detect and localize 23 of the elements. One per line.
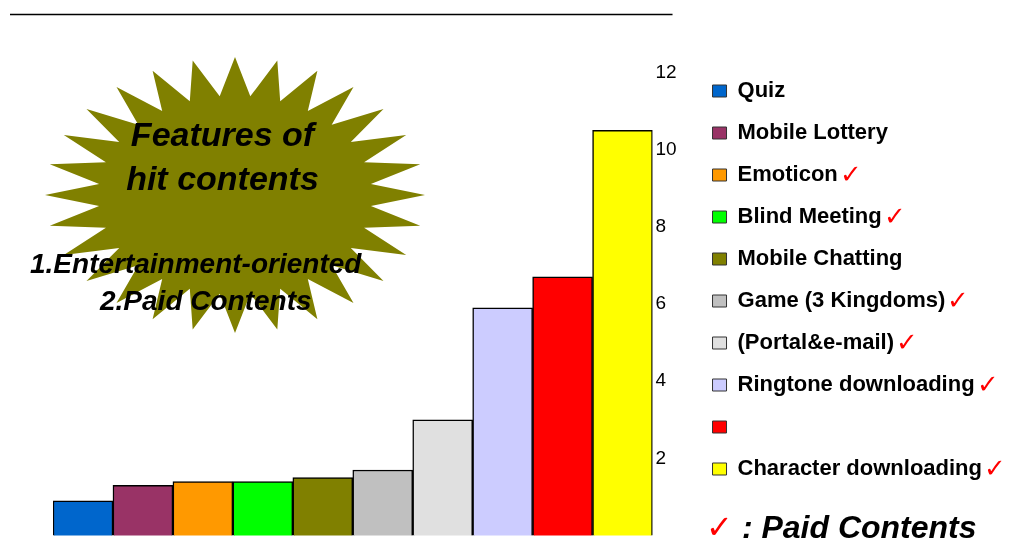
- legend-label: Quiz: [737, 77, 786, 103]
- text: ✓ : Paid Contents: [706, 508, 977, 546]
- text: ✓: [896, 327, 918, 358]
- legend-label: Mobile Lottery: [737, 119, 889, 145]
- legend-label: Blind Meeting: [737, 203, 882, 229]
- text: ✓: [947, 285, 970, 316]
- y-tick-label: 2: [655, 446, 667, 468]
- legend-label: Ringtone downloading: [737, 371, 975, 397]
- text: ✓: [984, 453, 1006, 484]
- y-tick-label: 6: [655, 292, 667, 314]
- text: ✓: [976, 369, 999, 400]
- legend-label: Emoticon: [737, 161, 838, 187]
- legend-label: Character downloading: [737, 455, 983, 481]
- y-tick-label: 12: [655, 60, 677, 82]
- text: ✓: [883, 201, 906, 232]
- legend-label: (Portal&e-mail): [737, 329, 895, 355]
- annotation: Features of hit contents: [125, 114, 320, 200]
- y-tick-label: 8: [655, 214, 667, 236]
- y-tick-label: 4: [655, 369, 667, 391]
- legend-label: Game (3 Kingdoms): [737, 287, 946, 313]
- y-tick-label: 10: [655, 137, 677, 159]
- text: ✓: [839, 159, 862, 190]
- legend-label: Mobile Chatting: [737, 245, 903, 271]
